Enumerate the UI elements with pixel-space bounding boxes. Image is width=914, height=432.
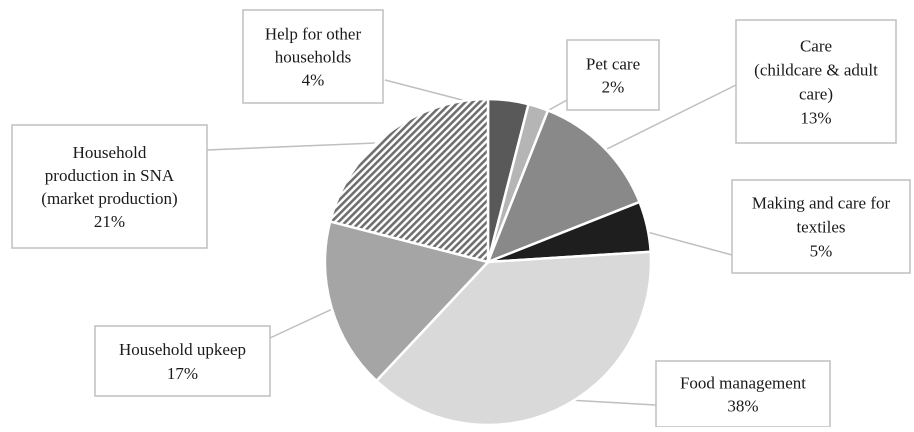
data-label-box (735, 19, 897, 144)
data-label-text: Making and care for (752, 194, 891, 213)
data-label-box (566, 39, 660, 111)
data-label-value: 17% (167, 364, 198, 383)
slice-labels: Help for other households 4% Pet care 2% Care… (11, 9, 911, 428)
pie-slice-household-production-in-sna-market-production (328, 97, 490, 264)
data-label-box (655, 360, 831, 428)
data-label-text: (market production) (41, 189, 177, 208)
data-label-text: Household upkeep (119, 340, 246, 359)
data-label-value: 4% (302, 70, 325, 89)
pie-slice-household-upkeep (323, 219, 491, 383)
leader-line-household-upkeep (269, 303, 343, 339)
data-label-value: 5% (810, 242, 833, 261)
data-label-text: Household (73, 143, 147, 162)
leader-line-household-production-in-sna-market-production (206, 141, 396, 151)
data-label-value: 21% (94, 212, 125, 231)
data-label-text: Pet care (586, 54, 640, 73)
data-label-text: Care (800, 37, 832, 56)
data-label-text: Food management (680, 373, 806, 392)
pie-slices (323, 97, 653, 427)
data-label-value: 2% (602, 77, 625, 96)
data-label-food-management: Food management 38% (655, 360, 831, 428)
data-label-box (11, 124, 208, 249)
pie-slice-food-management (374, 250, 653, 427)
data-label-value: 13% (800, 109, 831, 128)
leader-line-making-and-care-for-textiles (635, 228, 733, 256)
data-label-text: care) (799, 85, 833, 104)
data-label-box (242, 9, 384, 104)
data-label-text: households (275, 47, 352, 66)
data-label-help-for-other-households: Help for other households 4% (242, 9, 384, 104)
leader-lines (206, 79, 737, 406)
data-label-household-production-in-sna-market-production: Household production in SNA (market produc… (11, 124, 208, 249)
data-label-care-childcare-adult-care: Care (childcare & adult care) 13% (735, 19, 897, 144)
data-label-value: 38% (727, 396, 758, 415)
data-label-pet-care: Pet care 2% (566, 39, 660, 111)
data-label-text: textiles (796, 218, 845, 237)
data-label-making-and-care-for-textiles: Making and care for textiles 5% (731, 179, 911, 274)
pie-slice-care-childcare-adult-care (485, 108, 642, 265)
data-label-box (94, 325, 271, 397)
data-label-text: production in SNA (45, 166, 175, 185)
data-label-box (731, 179, 911, 274)
data-label-household-upkeep: Household upkeep 17% (94, 325, 271, 397)
data-label-text: Help for other (265, 24, 362, 43)
leader-line-care-childcare-adult-care (594, 84, 737, 156)
data-label-text: (childcare & adult (754, 61, 878, 80)
